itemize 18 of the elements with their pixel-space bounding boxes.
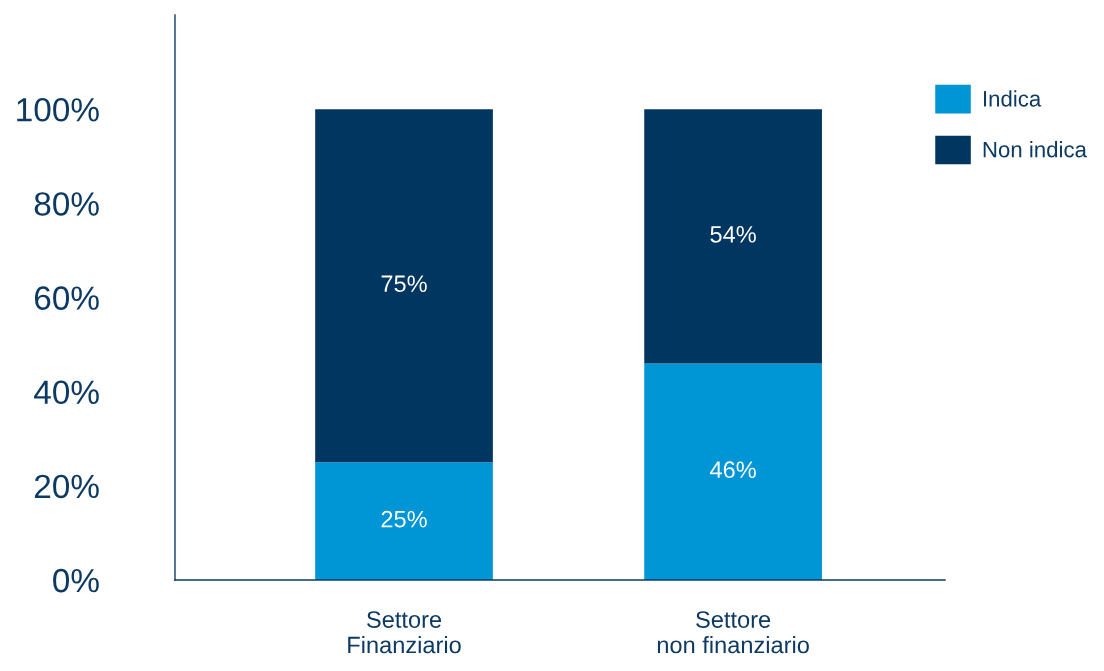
text: 25% — [381, 510, 427, 528]
legend-label: Non indica — [983, 141, 1087, 158]
y-tick-label: 40% — [34, 380, 99, 405]
y-tick-label: 100% — [17, 98, 99, 122]
bar — [315, 109, 493, 463]
x-tick-label: Settore non finanziario — [657, 611, 809, 654]
legend-label: Indica — [983, 90, 1042, 107]
text: 54% — [710, 226, 756, 243]
y-tick-label: 20% — [34, 474, 99, 499]
y-tick-label: 80% — [34, 192, 99, 216]
text: 46% — [710, 461, 756, 479]
x-tick-label: Settore Finanziario — [348, 611, 461, 654]
y-tick-label: 0% — [53, 568, 99, 593]
bar — [644, 363, 822, 581]
text: 75% — [381, 275, 427, 293]
bar — [644, 109, 822, 364]
y-tick-label: 60% — [34, 286, 99, 310]
bar — [315, 462, 493, 581]
